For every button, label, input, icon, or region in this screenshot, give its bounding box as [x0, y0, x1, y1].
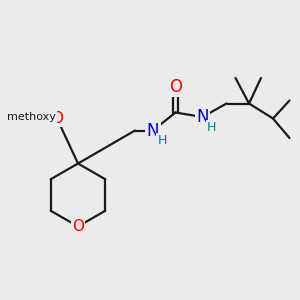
Text: O: O — [169, 78, 182, 96]
Text: O: O — [72, 219, 84, 234]
Text: H: H — [207, 121, 216, 134]
Text: H: H — [157, 134, 167, 148]
Text: N: N — [196, 108, 209, 126]
Text: N: N — [147, 122, 159, 140]
Text: O: O — [51, 111, 63, 126]
Text: methoxy: methoxy — [7, 112, 56, 122]
